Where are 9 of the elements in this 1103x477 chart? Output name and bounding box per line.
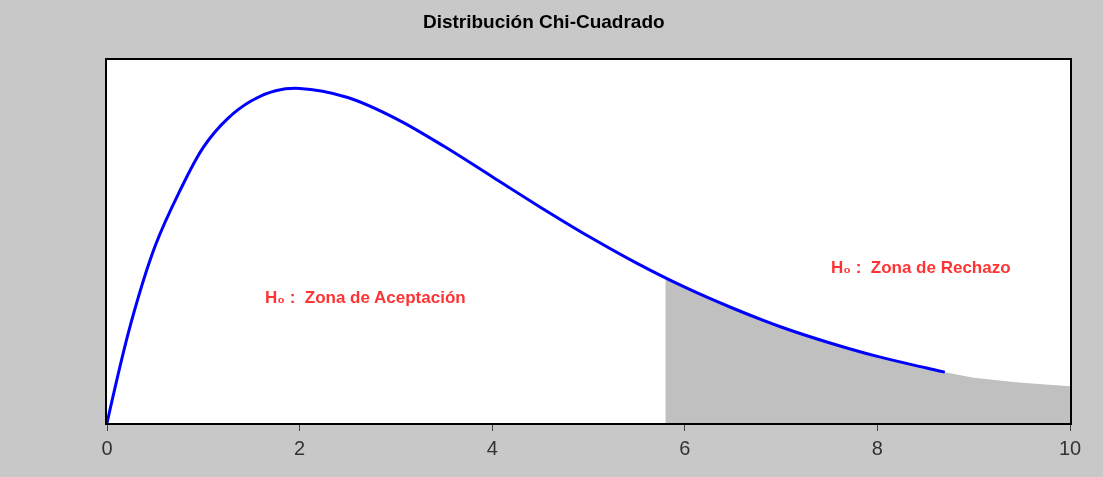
annotation: H₀ : Zona de Aceptación (265, 288, 466, 307)
annotation: H₀ : Zona de Rechazo (831, 258, 1011, 277)
x-tick-label: 2 (294, 436, 306, 459)
chart-title: Distribución Chi-Cuadrado (422, 11, 665, 33)
x-tick-label: 6 (679, 436, 691, 459)
x-tick-label: 0 (101, 436, 113, 459)
x-tick-label: 10 (1058, 436, 1082, 459)
x-tick-label: 8 (871, 436, 883, 459)
x-tick-label: 4 (486, 436, 498, 459)
